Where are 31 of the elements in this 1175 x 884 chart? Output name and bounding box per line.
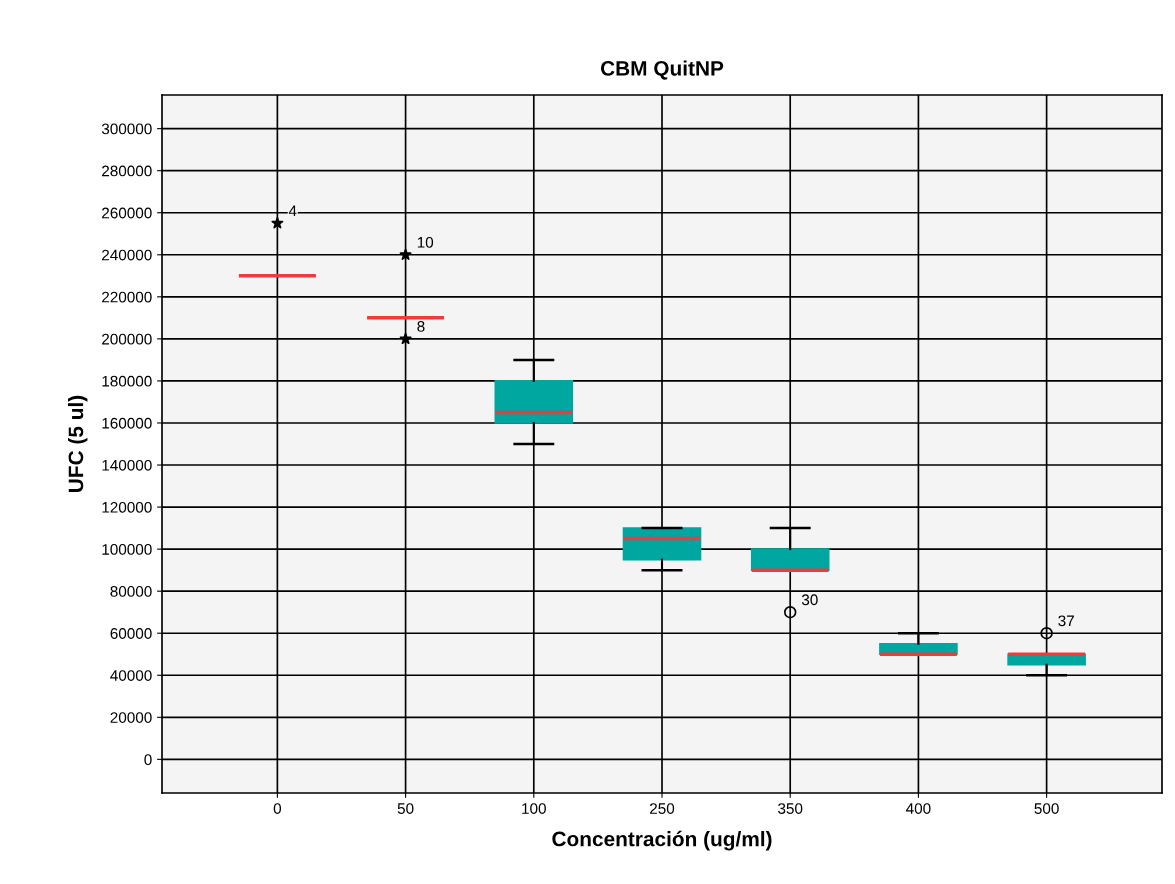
chart-title: CBM QuitNP — [600, 60, 724, 80]
annotation: 4 — [288, 205, 297, 217]
annotation: 8 — [417, 321, 425, 332]
y-tick-label: 200000 — [102, 333, 152, 345]
y-tick-label: 0 — [144, 754, 152, 766]
y-tick-label: 220000 — [102, 291, 152, 303]
y-tick-label: 40000 — [110, 670, 152, 681]
annotation: 10 — [417, 236, 434, 248]
y-tick-label: 160000 — [102, 417, 152, 429]
y-tick-label: 100000 — [102, 543, 152, 555]
y-tick-label: 120000 — [102, 501, 152, 513]
y-axis-title: UFC (5 ul) — [67, 395, 88, 492]
x-tick-label: 500 — [1034, 803, 1059, 814]
x-tick-label: 250 — [650, 803, 675, 814]
y-tick-label: 280000 — [102, 165, 152, 177]
x-axis-title: Concentración (ug/ml) — [552, 830, 772, 851]
y-tick-label: 60000 — [110, 628, 152, 639]
x-tick-label: 400 — [906, 803, 931, 814]
y-tick-label: 80000 — [110, 586, 152, 597]
x-tick-label: 350 — [778, 803, 803, 814]
y-tick-label: 140000 — [102, 459, 152, 471]
y-tick-label: 180000 — [102, 375, 152, 387]
y-tick-label: 300000 — [101, 123, 152, 135]
x-tick-label: 0 — [273, 803, 282, 814]
y-tick-label: 20000 — [110, 712, 152, 723]
x-tick-label: 50 — [397, 803, 414, 814]
y-tick-label: 240000 — [102, 249, 152, 261]
annotation: 30 — [801, 594, 818, 606]
annotation: 37 — [1058, 615, 1074, 627]
x-tick-label: 100 — [522, 803, 546, 814]
y-tick-label: 260000 — [102, 207, 152, 219]
